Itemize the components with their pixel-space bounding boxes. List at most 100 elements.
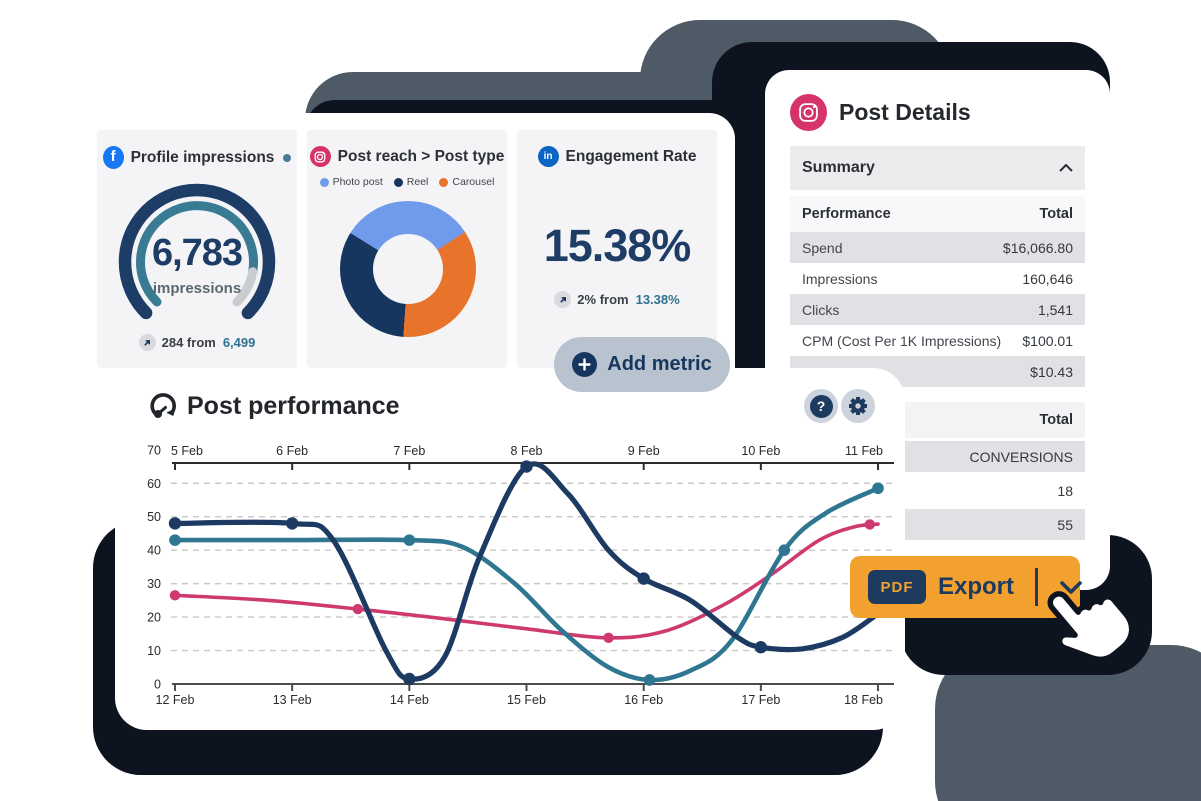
post-reach-title: Post reach > Post type [337, 147, 505, 165]
engagement-delta-text: 2% from [577, 292, 629, 307]
post-details-table: Summary Performance Total Spend $16,066.80 I… [790, 146, 1085, 540]
legend-item: Photo post [319, 176, 383, 188]
add-metric-label: Add metric [607, 353, 712, 375]
row-label: Clicks [802, 301, 840, 318]
svg-text:5 Feb: 5 Feb [171, 444, 203, 458]
table-row: Clicks 1,541 [790, 294, 1085, 325]
row-value: $16,066.80 [1002, 239, 1073, 256]
question-mark-icon: ? [809, 394, 833, 418]
row-label: Spend [802, 239, 843, 256]
trend-up-icon [554, 291, 572, 308]
svg-text:20: 20 [147, 611, 161, 625]
engagement-rate-title: Engagement Rate [565, 147, 697, 165]
profile-impressions-card: f Profile impressions 6,783 impressions … [97, 130, 297, 368]
section-header-label: Performance [802, 206, 891, 222]
svg-text:16 Feb: 16 Feb [624, 693, 663, 707]
post-performance-line-chart: 0 10 20 30 40 50 60 70 5 Feb 6 Feb 7 Feb 8 Feb 9 Feb… [147, 443, 894, 707]
export-dropdown-chevron[interactable] [1059, 580, 1082, 594]
chevron-up-icon [1059, 164, 1073, 172]
svg-text:40: 40 [147, 544, 161, 558]
svg-text:12 Feb: 12 Feb [156, 693, 195, 707]
row-value: 55 [1057, 516, 1073, 533]
impressions-unit: impressions [152, 280, 242, 297]
svg-text:13 Feb: 13 Feb [273, 693, 312, 707]
export-button[interactable]: PDF Export [850, 556, 1082, 618]
details-section: Total CONVERSIONS 18 55 [790, 402, 1085, 540]
row-value: $100.01 [1022, 332, 1073, 349]
engagement-delta-reference: 13.38% [635, 292, 680, 307]
row-label: CPM (Cost Per 1K Impressions) [802, 332, 1002, 349]
legend-dot [393, 177, 403, 187]
post-type-donut-chart [340, 201, 476, 337]
speedometer-icon [150, 393, 176, 418]
section-header-total: Total [1039, 412, 1073, 428]
svg-text:14 Feb: 14 Feb [390, 693, 429, 707]
row-value: 1,541 [1037, 301, 1073, 318]
engagement-rate-card: in Engagement Rate 15.38% 2% from 13.38% [517, 130, 717, 368]
svg-text:8 Feb: 8 Feb [511, 444, 543, 458]
linkedin-icon: in [537, 146, 559, 167]
legend-label: Photo post [332, 176, 383, 188]
section-header-total: Total [1039, 206, 1073, 222]
gear-icon [849, 397, 867, 415]
svg-text:17 Feb: 17 Feb [741, 693, 780, 707]
summary-label: Summary [802, 159, 875, 176]
legend-item: Carousel [439, 176, 494, 188]
details-section: Performance Total Spend $16,066.80 Impressio… [790, 196, 1085, 387]
pdf-format-badge: PDF [868, 570, 926, 604]
svg-text:10: 10 [147, 644, 161, 658]
post-performance-title: Post performance [187, 392, 400, 420]
svg-text:18 Feb: 18 Feb [844, 693, 883, 707]
facebook-icon: f [102, 146, 124, 169]
row-label: Impressions [802, 270, 878, 287]
svg-text:7 Feb: 7 Feb [393, 444, 425, 458]
impressions-delta-reference: 6,499 [222, 335, 256, 350]
donut-legend: Photo post Reel Carousel [307, 176, 507, 188]
legend-label: Carousel [452, 176, 495, 188]
trend-up-icon [138, 334, 156, 351]
instagram-icon [309, 146, 331, 167]
metrics-card-group: f Profile impressions 6,783 impressions … [65, 113, 735, 395]
svg-text:60: 60 [147, 477, 161, 491]
svg-text:6 Feb: 6 Feb [276, 444, 308, 458]
profile-impressions-title: Profile impressions [130, 148, 275, 166]
legend-item: Reel [393, 176, 429, 188]
row-value: 160,646 [1022, 270, 1073, 287]
svg-text:0: 0 [154, 678, 161, 692]
legend-dot [439, 177, 449, 187]
settings-button[interactable] [841, 389, 875, 423]
legend-label: Reel [406, 176, 429, 188]
row-value: $10.43 [1030, 363, 1073, 380]
metric-color-dot [283, 153, 292, 162]
svg-text:30: 30 [147, 577, 161, 591]
engagement-rate-value: 15.38% [543, 220, 692, 271]
svg-text:70: 70 [147, 443, 161, 457]
legend-dot [319, 177, 329, 187]
post-details-panel: Post Details Summary Performance Total Spe… [765, 70, 1110, 590]
impressions-delta-text: 284 from [161, 335, 216, 350]
impressions-gauge-chart [118, 183, 276, 320]
section-header-row: Performance Total [790, 196, 1085, 232]
svg-text:15 Feb: 15 Feb [507, 693, 546, 707]
svg-text:50: 50 [147, 510, 161, 524]
row-value: CONVERSIONS [969, 448, 1073, 465]
impressions-value: 6,783 [151, 232, 243, 274]
svg-text:11 Feb: 11 Feb [845, 444, 883, 458]
table-row: 18 [790, 475, 1085, 506]
post-performance-card: 0 10 20 30 40 50 60 70 5 Feb 6 Feb 7 Feb 8 Feb 9 Feb… [115, 368, 905, 730]
plus-icon [572, 352, 598, 377]
export-label: Export [938, 573, 1015, 600]
summary-section-header[interactable]: Summary [790, 146, 1085, 190]
table-row: Impressions 160,646 [790, 263, 1085, 294]
row-value: 18 [1057, 482, 1073, 499]
table-row: Spend $16,066.80 [790, 232, 1085, 263]
svg-text:10 Feb: 10 Feb [741, 444, 780, 458]
post-details-title: Post Details [839, 99, 971, 125]
instagram-icon [790, 94, 827, 131]
post-reach-card: Post reach > Post type Photo post Reel Car… [307, 130, 507, 368]
help-button[interactable]: ? [804, 389, 838, 423]
svg-text:9 Feb: 9 Feb [628, 444, 660, 458]
export-divider [1035, 568, 1038, 606]
add-metric-button[interactable]: Add metric [554, 337, 730, 392]
